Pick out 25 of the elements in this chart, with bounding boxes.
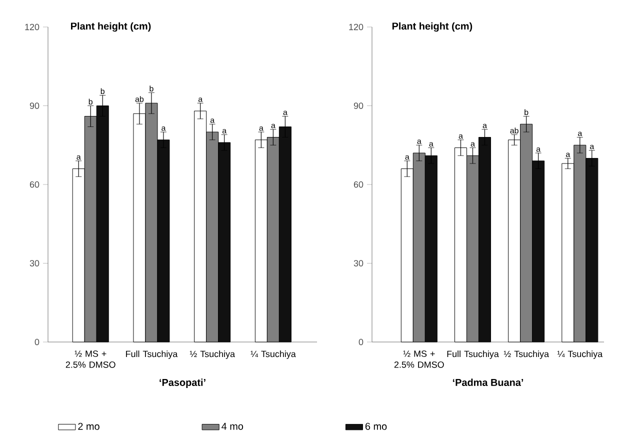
y-tick-label: 120 (25, 24, 40, 30)
legend-label: 6 mo (365, 422, 387, 430)
y-axis-title: Plant height (cm) (71, 22, 151, 32)
legend-label: 4 mo (222, 422, 244, 430)
x-axis-title: ‘Pasopati’ (160, 378, 206, 388)
y-tick-label: 90 (354, 102, 364, 109)
x-tick-label: ½ Tsuchiya (190, 350, 235, 359)
y-tick-label: 60 (30, 181, 40, 188)
y-tick-label: 60 (354, 181, 364, 188)
x-tick-label: ½ MS + 2.5% DMSO (394, 350, 444, 368)
x-tick-label: ½ Tsuchiya (504, 350, 549, 359)
x-tick-label: ¼ Tsuchiya (250, 350, 296, 359)
x-tick-label: Full Tsuchiya (447, 350, 499, 359)
y-axis-title: Plant height (cm) (392, 22, 472, 32)
y-tick-label: 30 (30, 260, 40, 266)
x-axis-title: ‘Padma Buana’ (452, 378, 524, 386)
y-tick-label: 120 (349, 24, 364, 30)
y-tick-label: 90 (30, 102, 40, 109)
legend-label: 2 mo (78, 422, 100, 430)
y-tick-label: 0 (34, 338, 40, 346)
x-tick-label: ¼ Tsuchiya (557, 350, 603, 359)
x-tick-label: Full Tsuchiya (126, 350, 178, 359)
y-tick-label: 0 (358, 338, 364, 346)
y-tick-label: 30 (354, 260, 364, 266)
x-tick-label: ½ MS + 2.5% DMSO (66, 350, 116, 368)
